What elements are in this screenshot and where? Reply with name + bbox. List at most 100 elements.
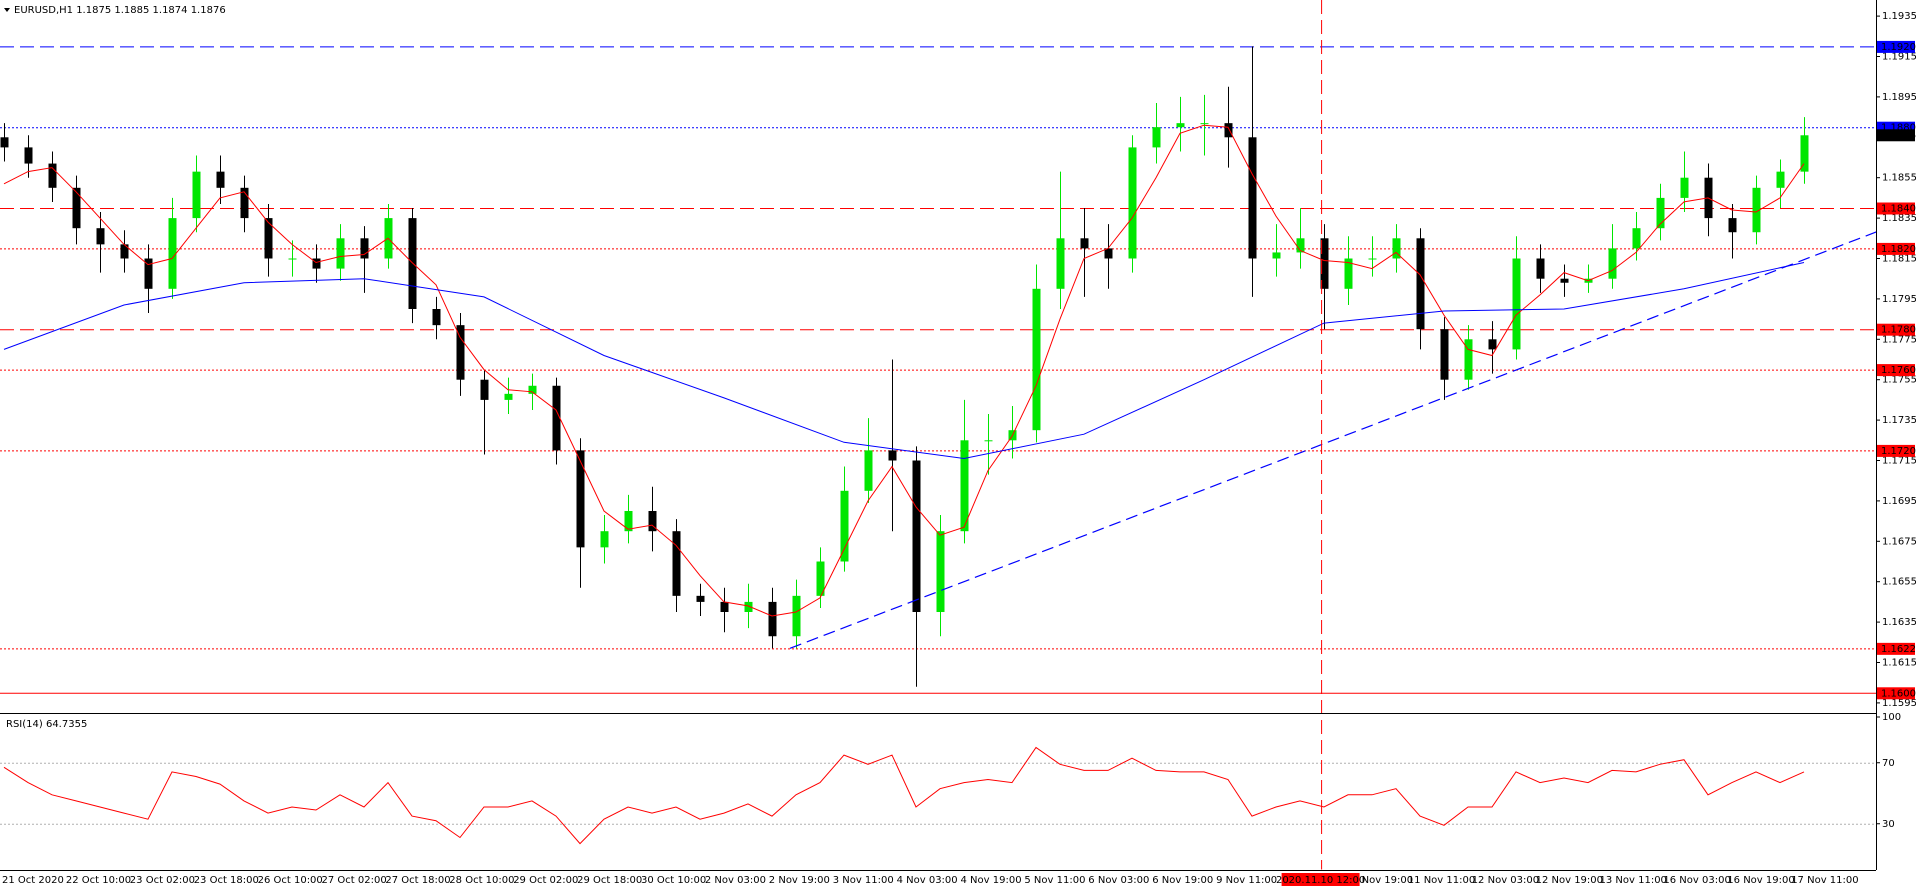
candle-body xyxy=(360,238,369,259)
axis-layer: 1.1935 1.1915 1.1895 1.1855 1.1835 1.1815 1.17… xyxy=(2,11,1916,886)
candle-body xyxy=(960,440,969,532)
candle-body xyxy=(1488,339,1497,350)
candle-body xyxy=(1440,329,1449,380)
x-tick-label: Nov 19:00 xyxy=(1362,875,1414,886)
candle-body xyxy=(1680,177,1689,198)
candle-body xyxy=(1176,123,1185,128)
x-tick-label: 16 Nov 03:00 xyxy=(1663,875,1730,886)
price-level-box xyxy=(1877,444,1915,457)
y-tick-label: 1.1595 xyxy=(1882,698,1916,709)
candle-body xyxy=(432,309,441,326)
y-tick-label: 1.1695 xyxy=(1882,496,1916,507)
candle-body xyxy=(1344,258,1353,289)
price-level-box xyxy=(1877,364,1915,377)
price-level-label: 1.1820 xyxy=(1881,244,1916,255)
x-tick-label: 6 Nov 19:00 xyxy=(1152,875,1213,886)
candle-body xyxy=(552,385,561,451)
marks-layer xyxy=(0,0,1882,870)
current-price-box xyxy=(1877,129,1915,142)
candle-body xyxy=(1320,238,1329,289)
candle-body xyxy=(456,325,465,380)
y-tick-label: 1.1635 xyxy=(1882,617,1916,628)
candle-body xyxy=(1104,248,1113,259)
y-tick-label: 1.1835 xyxy=(1882,213,1916,224)
current-price-label: 1.1876 xyxy=(1881,130,1916,141)
candle-body xyxy=(504,393,513,400)
candle-body xyxy=(1416,238,1425,330)
candle-body xyxy=(1200,123,1209,125)
x-tick-label: 29 Oct 18:00 xyxy=(577,875,642,886)
candle-body xyxy=(1536,258,1545,279)
price-level-box xyxy=(1877,242,1915,255)
candle-body xyxy=(1560,278,1569,283)
grid-layer xyxy=(0,46,1876,825)
x-tick-label: 2 Nov 03:00 xyxy=(705,875,766,886)
y-tick-label: 1.1735 xyxy=(1882,415,1916,426)
price-level-label: 1.1920 xyxy=(1881,42,1916,53)
x-tick-label: 13 Nov 11:00 xyxy=(1600,875,1667,886)
x-tick-label: 4 Nov 03:00 xyxy=(897,875,958,886)
x-tick-label: 5 Nov 11:00 xyxy=(1024,875,1085,886)
price-level-box xyxy=(1877,40,1915,53)
cursor-label: 2020.11.10 12:00 xyxy=(1276,875,1365,886)
candle-body xyxy=(672,531,681,596)
candle-body xyxy=(192,171,201,219)
x-tick-label: 30 Oct 10:00 xyxy=(641,875,706,886)
price-level-label: 1.1840 xyxy=(1881,204,1916,215)
candle-body xyxy=(1152,127,1161,148)
candle-body xyxy=(1608,248,1617,279)
candle-body xyxy=(936,531,945,612)
y-tick-label: 1.1815 xyxy=(1882,254,1916,265)
moving-average xyxy=(3,262,1805,460)
candle-body xyxy=(1776,171,1785,188)
x-tick-label: 23 Oct 18:00 xyxy=(194,875,259,886)
candle-body xyxy=(1392,238,1401,259)
candle-body xyxy=(240,187,249,219)
candle-body xyxy=(288,258,297,260)
x-tick-label: 29 Oct 02:00 xyxy=(513,875,578,886)
candle-body xyxy=(120,244,129,259)
candle-body xyxy=(1464,339,1473,380)
y-tick-label: 1.1935 xyxy=(1882,11,1916,22)
y-tick-label: 1.1615 xyxy=(1882,658,1916,669)
candle-body xyxy=(1368,258,1377,260)
candle-body xyxy=(96,228,105,245)
candle-body xyxy=(768,601,777,637)
candle-body xyxy=(984,440,993,442)
candle-body xyxy=(216,171,225,188)
price-level-label: 1.1780 xyxy=(1881,325,1916,336)
price-level-box xyxy=(1877,687,1915,700)
rsi-tick-label: 30 xyxy=(1882,819,1895,830)
candle-body xyxy=(624,511,633,532)
candle-body xyxy=(1728,218,1737,233)
x-tick-label: 3 Nov 11:00 xyxy=(833,875,894,886)
candle-body xyxy=(1032,288,1041,431)
candle-body xyxy=(1056,238,1065,289)
y-tick-label: 1.1675 xyxy=(1882,536,1916,547)
moving-average xyxy=(3,124,1805,617)
candle-body xyxy=(1800,135,1809,172)
x-tick-label: 21 Oct 2020 xyxy=(2,875,64,886)
candle-body xyxy=(648,511,657,532)
candle-body xyxy=(1248,137,1257,259)
price-level-label: 1.1622 xyxy=(1881,644,1916,655)
x-tick-label: 27 Oct 18:00 xyxy=(385,875,450,886)
rsi-tick-label: 100 xyxy=(1882,712,1901,723)
rsi-tick-label: 70 xyxy=(1882,758,1895,769)
candle-body xyxy=(168,218,177,289)
y-tick-label: 1.1915 xyxy=(1882,52,1916,63)
candle-body xyxy=(480,379,489,400)
price-level-label: 1.1760 xyxy=(1881,365,1916,376)
candle-body xyxy=(24,147,33,164)
candle-body xyxy=(1128,147,1137,259)
candle-body xyxy=(1080,238,1089,249)
x-tick-label: 12 Nov 03:00 xyxy=(1472,875,1539,886)
y-tick-label: 1.1855 xyxy=(1882,173,1916,184)
x-tick-label: 28 Oct 10:00 xyxy=(449,875,514,886)
x-tick-label: 23 Oct 02:00 xyxy=(130,875,195,886)
candle-body xyxy=(1632,228,1641,249)
candle-body xyxy=(864,450,873,491)
x-tick-label: 2 Nov 19:00 xyxy=(769,875,830,886)
chart-title: EURUSD,H1 1.1875 1.1885 1.1874 1.1876 xyxy=(14,5,226,16)
